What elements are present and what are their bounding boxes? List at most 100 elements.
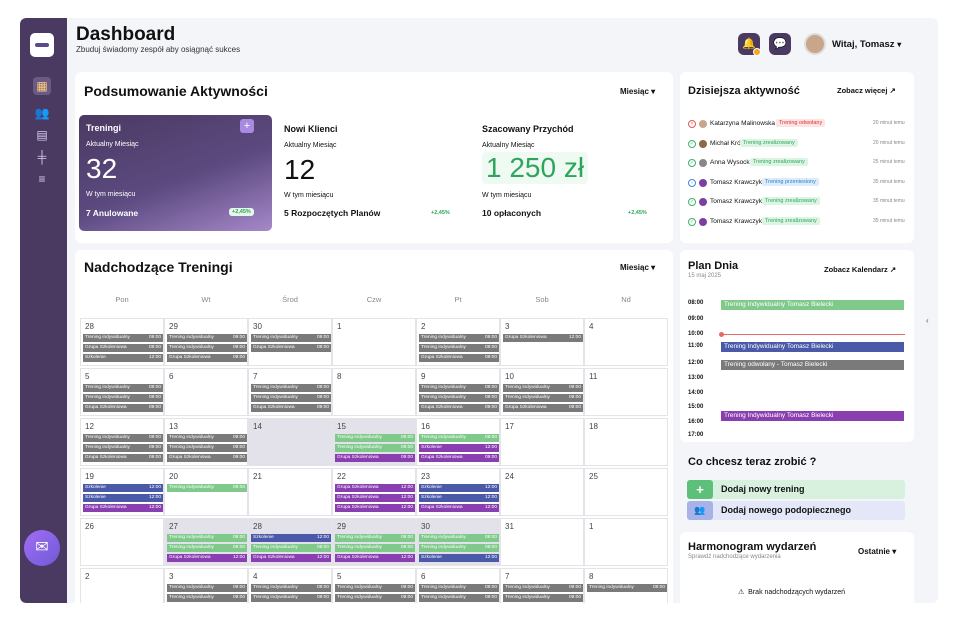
calendar-day[interactable]: 21	[248, 468, 332, 516]
calendar-day[interactable]: 12 Trening indywidualny 09:00 Trening indyw…	[80, 418, 164, 466]
calendar-day[interactable]: 25	[584, 468, 668, 516]
calendar-event[interactable]: Grupa Szkoleniowa 12:00	[83, 504, 163, 512]
plan-event[interactable]: Trening Indywidualny Tomasz Bielecki	[721, 342, 904, 352]
calendar-day[interactable]: 9 Trening indywidualny 09:00 Trening indywi…	[416, 368, 500, 416]
calendar-event[interactable]: Szkolenie 12:00	[83, 494, 163, 502]
calendar-event[interactable]: Grupa Szkoleniowa 12:00	[503, 334, 583, 342]
calendar-event[interactable]: Grupa Szkoleniowa 12:00	[419, 504, 499, 512]
calendar-event[interactable]: Grupa Szkoleniowa 09:00	[503, 404, 583, 412]
add-client-action[interactable]: 👥 Dodaj nowego podopiecznego	[687, 501, 905, 520]
plan-event[interactable]: Trening Indywidualny Tomasz Bielecki	[721, 411, 904, 421]
dumbbell-icon[interactable]: ╪	[37, 150, 47, 164]
chevron-left-icon[interactable]: ‹	[926, 316, 929, 325]
calendar-day[interactable]: 31	[500, 518, 584, 566]
notification-button[interactable]: 🔔	[738, 33, 761, 56]
calendar-day[interactable]: 4 Trening indywidualny 09:00 Trening indywi…	[248, 568, 332, 603]
calendar-day[interactable]: 29 Trening indywidualny 09:00 Trening indyw…	[164, 318, 248, 366]
calendar-event[interactable]: Trening indywidualny 09:00	[83, 384, 163, 392]
calendar-day[interactable]: 8	[332, 368, 416, 416]
calendar-event[interactable]: Trening indywidualny 09:00	[335, 584, 415, 592]
calendar-day[interactable]: 8 Trening indywidualny 09:00	[584, 568, 668, 603]
calendar-day[interactable]: 28 Szkolenie 12:00 Trening indywidualny 09:0…	[248, 518, 332, 566]
calendar-day[interactable]: 10 Trening indywidualny 09:00 Trening indyw…	[500, 368, 584, 416]
users-icon[interactable]: 👥	[34, 106, 50, 120]
calendar-day[interactable]: 17	[500, 418, 584, 466]
calendar-event[interactable]: Grupa Szkoleniowa 09:00	[167, 354, 247, 362]
user-menu[interactable]: Witaj, Tomasz ▾	[832, 39, 901, 50]
calendar-day[interactable]: 2 Trening indywidualny 09:00 Trening indywi…	[416, 318, 500, 366]
calendar-event[interactable]: Trening indywidualny 09:00	[419, 334, 499, 342]
calendar-event[interactable]: Grupa Szkoleniowa 09:00	[83, 454, 163, 462]
calendar-event[interactable]: Trening indywidualny 09:00	[251, 544, 331, 552]
calendar-event[interactable]: Trening indywidualny 09:00	[167, 434, 247, 442]
calendar-event[interactable]: Trening indywidualny 09:00	[419, 584, 499, 592]
calendar-event[interactable]: Szkolenie 12:00	[83, 354, 163, 362]
calendar-event[interactable]: Trening indywidualny 09:00	[167, 594, 247, 602]
add-training-action[interactable]: + Dodaj nowy trening	[687, 480, 905, 499]
menu-icon[interactable]: ≡	[38, 172, 46, 186]
calendar-event[interactable]: Trening indywidualny 09:00	[503, 584, 583, 592]
calendar-event[interactable]: Trening indywidualny 09:00	[503, 394, 583, 402]
calendar-event[interactable]: Trening indywidualny 09:00	[251, 384, 331, 392]
calendar-event[interactable]: Grupa Szkoleniowa 12:00	[335, 484, 415, 492]
calendar-day[interactable]: 22 Grupa Szkoleniowa 12:00 Grupa Szkoleniow…	[332, 468, 416, 516]
mail-icon[interactable]: ✉	[24, 530, 60, 566]
calendar-event[interactable]: Szkolenie 12:00	[419, 444, 499, 452]
calendar-day[interactable]: 15 Trening indywidualny 09:00 Trening indyw…	[332, 418, 416, 466]
calendar-event[interactable]: Grupa Szkoleniowa 09:00	[419, 454, 499, 462]
calendar-event[interactable]: Grupa Szkoleniowa 09:00	[335, 454, 415, 462]
calendar-icon[interactable]: ▤	[36, 128, 48, 142]
calendar-event[interactable]: Szkolenie 12:00	[251, 534, 331, 542]
calendar-day[interactable]: 28 Trening indywidualny 09:00 Grupa Szkolen…	[80, 318, 164, 366]
calendar-event[interactable]: Grupa Szkoleniowa 12:00	[335, 554, 415, 562]
calendar-event[interactable]: Trening indywidualny 09:00	[419, 544, 499, 552]
calendar-event[interactable]: Trening indywidualny 09:00	[419, 534, 499, 542]
calendar-event[interactable]: Grupa Szkoleniowa 09:00	[419, 354, 499, 362]
calendar-day[interactable]: 5 Trening indywidualny 09:00 Trening indywi…	[80, 368, 164, 416]
calendar-event[interactable]: Trening indywidualny 09:00	[335, 434, 415, 442]
calendar-day[interactable]: 23 Szkolenie 12:00 Szkolenie 12:00 Grupa Szko…	[416, 468, 500, 516]
calendar-event[interactable]: Trening indywidualny 09:00	[167, 534, 247, 542]
calendar-event[interactable]: Trening indywidualny 09:00	[335, 444, 415, 452]
calendar-day[interactable]: 4	[584, 318, 668, 366]
calendar-day[interactable]: 29 Trening indywidualny 09:00 Trening indyw…	[332, 518, 416, 566]
calendar-event[interactable]: Trening indywidualny 09:00	[251, 584, 331, 592]
calendar-event[interactable]: Grupa Szkoleniowa 12:00	[335, 504, 415, 512]
dashboard-icon[interactable]: ▦	[33, 77, 51, 95]
calendar-day[interactable]: 19 Szkolenie 12:00 Szkolenie 12:00 Grupa Szko…	[80, 468, 164, 516]
calendar-event[interactable]: Grupa Szkoleniowa 12:00	[335, 494, 415, 502]
calendar-event[interactable]: Grupa Szkoleniowa 12:00	[167, 554, 247, 562]
chat-icon[interactable]: 💬	[769, 33, 791, 55]
calendar-day[interactable]: 1	[332, 318, 416, 366]
calendar-event[interactable]: Trening indywidualny 09:00	[335, 594, 415, 602]
calendar-event[interactable]: Trening indywidualny 09:00	[251, 594, 331, 602]
calendar-event[interactable]: Grupa Szkoleniowa 09:00	[167, 454, 247, 462]
calendar-event[interactable]: Grupa Szkoleniowa 09:00	[251, 404, 331, 412]
calendar-day[interactable]: 26	[80, 518, 164, 566]
calendar-event[interactable]: Trening indywidualny 09:00	[167, 484, 247, 492]
calendar-day[interactable]: 18	[584, 418, 668, 466]
calendar-event[interactable]: Trening indywidualny 09:00	[503, 384, 583, 392]
calendar-day[interactable]: 11	[584, 368, 668, 416]
calendar-event[interactable]: Trening indywidualny 09:00	[419, 344, 499, 352]
calendar-event[interactable]: Trening indywidualny 09:00	[587, 584, 667, 592]
calendar-event[interactable]: Szkolenie 12:00	[83, 484, 163, 492]
calendar-event[interactable]: Szkolenie 12:00	[419, 484, 499, 492]
calendar-event[interactable]: Szkolenie 12:00	[419, 554, 499, 562]
calendar-event[interactable]: Trening indywidualny 09:00	[167, 584, 247, 592]
calendar-event[interactable]: Trening indywidualny 09:00	[167, 334, 247, 342]
calendar-event[interactable]: Trening indywidualny 09:00	[167, 444, 247, 452]
calendar-event[interactable]: Trening indywidualny 09:00	[419, 434, 499, 442]
calendar-event[interactable]: Trening indywidualny 09:00	[251, 394, 331, 402]
calendar-day[interactable]: 7 Trening indywidualny 09:00 Trening indywi…	[500, 568, 584, 603]
calendar-day[interactable]: 16 Trening indywidualny 09:00 Szkolenie 12:0…	[416, 418, 500, 466]
calendar-event[interactable]: Grupa Szkoleniowa 09:00	[251, 344, 331, 352]
calendar-event[interactable]: Grupa Szkoleniowa 12:00	[251, 554, 331, 562]
calendar-day[interactable]: 7 Trening indywidualny 09:00 Trening indywi…	[248, 368, 332, 416]
calendar-event[interactable]: Szkolenie 12:00	[419, 494, 499, 502]
calendar-day[interactable]: 3 Trening indywidualny 09:00 Trening indywi…	[164, 568, 248, 603]
calendar-day[interactable]: 6	[164, 368, 248, 416]
calendar-day[interactable]: 13 Trening indywidualny 09:00 Trening indyw…	[164, 418, 248, 466]
calendar-event[interactable]: Trening indywidualny 09:00	[83, 334, 163, 342]
calendar-day[interactable]: 20 Trening indywidualny 09:00	[164, 468, 248, 516]
